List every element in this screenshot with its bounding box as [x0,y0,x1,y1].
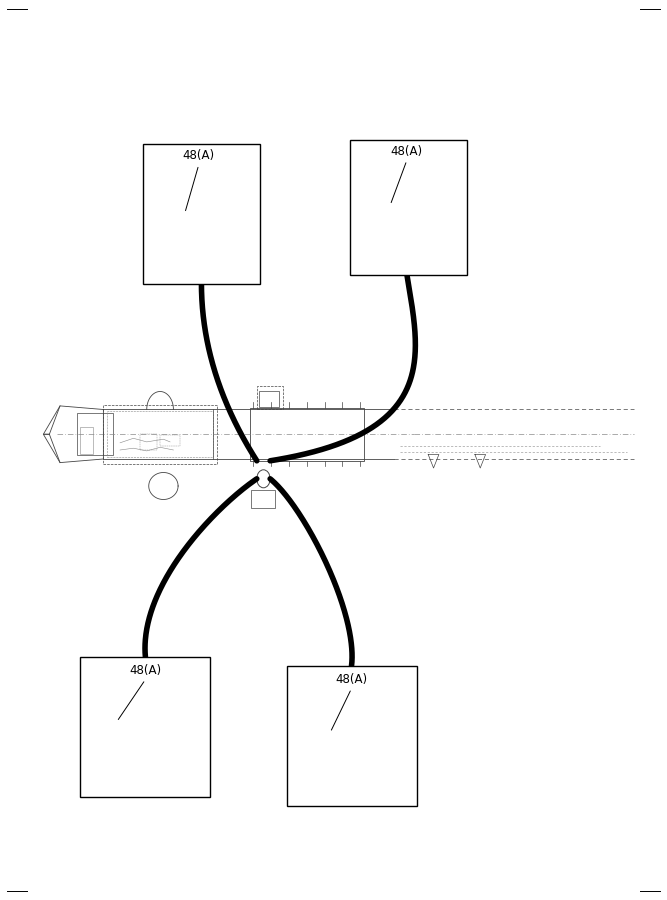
FancyBboxPatch shape [80,657,210,796]
FancyBboxPatch shape [350,140,467,274]
Text: 48(A): 48(A) [183,149,215,162]
FancyBboxPatch shape [287,666,417,806]
Text: 48(A): 48(A) [129,664,161,677]
Text: 48(A): 48(A) [391,145,423,158]
FancyBboxPatch shape [143,144,260,284]
Text: 48(A): 48(A) [336,673,368,686]
